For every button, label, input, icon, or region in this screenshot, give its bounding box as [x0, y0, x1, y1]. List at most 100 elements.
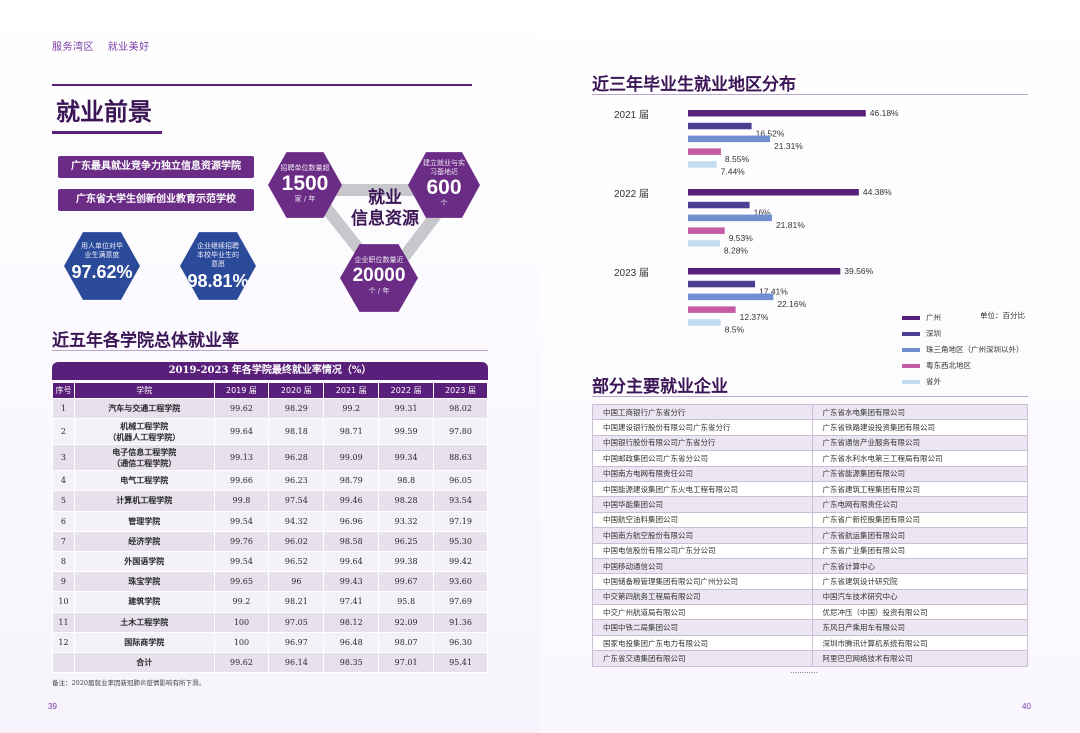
table-row: 3 电子信息工程学院 （通信工程学院） 99.13 96.28 99.09 99.34 88.…	[52, 444, 488, 472]
chart-bar	[688, 161, 717, 168]
stat-satisfaction: 用人单位对毕业生满意度 97.62%	[64, 232, 140, 300]
table-cell: 99.2	[323, 397, 380, 420]
legend-label: 深圳	[926, 329, 941, 338]
chart-value-label: 46.18%	[870, 108, 899, 118]
legend-item: 珠三角地区（广州深圳以外）	[902, 342, 1052, 358]
table-cell: 99.43	[323, 571, 380, 593]
left-page: 服务湾区 就业美好 就业前景 广东最具就业竞争力独立信息资源学院 广东省大学生创…	[0, 0, 540, 733]
table-cell: 88.63	[433, 444, 488, 472]
page-number-left: 39	[48, 702, 57, 711]
chart-bar	[688, 268, 841, 275]
table-cell: 96.52	[268, 550, 325, 573]
table-cell: 7	[52, 530, 75, 552]
nav-item-2: 就业美好	[107, 42, 150, 53]
enterprise-cell: 中国能源建设集团广东火电工程有限公司	[592, 480, 813, 498]
table-cell: 99.62	[213, 397, 270, 420]
enterprise-cell: 广东省建筑设计研究院	[811, 573, 1029, 590]
table-cell: 97.54	[268, 490, 325, 512]
table-total-row: 合计 99.62 96.14 98.35 97.01 95.41	[52, 651, 488, 674]
table-cell: 97.01	[378, 651, 435, 674]
table-cell: 96.96	[323, 510, 380, 532]
page-title: 就业前景	[56, 97, 152, 126]
chart-bar	[688, 201, 750, 209]
table-header-cell: 2023 届	[433, 382, 488, 399]
enterprise-cell: 中国南方电网有限责任公司	[592, 465, 813, 482]
table-row: 6 管理学院 99.54 94.32 96.96 93.32 97.19	[52, 510, 488, 532]
table-title: 2019-2023 年各学院最终就业率情况（%）	[52, 362, 488, 380]
table-row: 4 电气工程学院 99.66 96.23 98.79 98.8 96.05	[52, 470, 488, 492]
legend-label: 粤东西北地区	[926, 361, 971, 370]
enterprise-row: 中国中铁二局集团公司 东风日产乘用车有限公司	[592, 619, 1029, 636]
enterprise-cell: 广东电网有限责任公司	[811, 496, 1029, 513]
table-header-cell: 2021 届	[323, 382, 380, 399]
right-page: 近三年毕业生就业地区分布 2021 届 46.18% 16.52% 21.31% 8.5…	[540, 0, 1080, 733]
college-name-cell: 汽车与交通工程学院	[73, 397, 215, 420]
stat-jobs-label: 企业职位数量近	[354, 256, 404, 264]
table-row: 9 珠宝学院 99.65 96 99.43 99.67 93.60	[52, 571, 488, 593]
legend-item: 深圳	[902, 326, 1052, 342]
enterprise-cell: 中国航空油料集团公司	[592, 511, 813, 529]
stat-jobs: 企业职位数量近 20000 个 / 年	[340, 244, 418, 312]
table-row: 12 国际商学院 100 96.97 96.48 98.07 96.30	[52, 631, 488, 653]
table-cell: 97.80	[433, 418, 488, 446]
enterprise-cell: 广东省通信产业服务有限公司	[811, 434, 1029, 452]
chart-group-label: 2021 届	[614, 109, 649, 121]
table-cell: 97.41	[323, 591, 380, 613]
college-name-cell: 电子信息工程学院 （通信工程学院）	[73, 444, 215, 472]
enterprise-cell: 中国邮政集团公司广东省分公司	[592, 450, 813, 467]
center-line-1: 就业	[368, 188, 402, 208]
chart-bar	[688, 148, 721, 155]
enterprise-cell: 中国华能集团公司	[592, 496, 813, 513]
stat-employers-value: 1500	[281, 172, 329, 195]
enterprise-cell: 中国南方航空股份有限公司	[592, 527, 813, 544]
chart-value-label: 8.5%	[725, 325, 745, 335]
enterprise-cell: 国家电投集团广东电力有限公司	[592, 634, 813, 652]
chart-value-label: 17.41%	[759, 286, 788, 296]
table-cell: 98.71	[323, 418, 380, 446]
enterprise-cell: 中国建设银行股份有限公司广东省分行	[592, 419, 813, 436]
table-cell: 2	[52, 418, 75, 446]
stat-bases-value: 600	[426, 176, 462, 199]
table-cell: 5	[52, 490, 75, 512]
table-cell: 3	[52, 444, 75, 472]
college-name-cell: 机械工程学院 （机器人工程学院）	[73, 418, 215, 446]
legend-item: 省外	[902, 374, 1052, 390]
chart-value-label: 22.16%	[777, 299, 806, 309]
enterprise-row: 中国电信股份有限公司广东分公司 广东省广业集团有限公司	[592, 542, 1029, 559]
triangle-connector	[306, 184, 461, 288]
chart-group-label: 2023 届	[614, 267, 649, 279]
table-cell: 99.8	[213, 490, 270, 512]
enterprise-row: 中国工商银行广东省分行 广东省水电集团有限公司	[592, 403, 1029, 421]
table-cell: 97.69	[433, 591, 488, 613]
table-header-row: 序号 学院 2019 届 2020 届 2021 届 2022 届 2023 届	[52, 382, 488, 399]
table-cell: 100	[213, 611, 270, 633]
chart-value-label: 16.52%	[756, 128, 785, 138]
table-row: 1 汽车与交通工程学院 99.62 98.29 99.2 99.31 98.02	[52, 397, 488, 420]
table-row: 8 外国语学院 99.54 96.52 99.64 99.38 99.42	[52, 550, 488, 573]
enterprise-row: 国家电投集团广东电力有限公司 深圳市腾讯计算机系统有限公司	[592, 634, 1029, 652]
region-chart: 2021 届 46.18% 16.52% 21.31% 8.55% 7.44% 2022 届…	[614, 108, 899, 335]
enterprise-cell: 阿里巴巴网络技术有限公司	[811, 650, 1029, 667]
table-cell: 98.58	[323, 530, 380, 552]
table-row: 2 机械工程学院 （机器人工程学院） 99.64 98.18 98.71 99.59 97.8…	[52, 418, 488, 446]
chart-value-label: 21.31%	[774, 141, 803, 151]
chart-value-label: 21.81%	[776, 220, 805, 230]
stat-employers: 招聘单位数量超 1500 家 / 年	[268, 152, 342, 218]
enterprise-row: 中国移动通信公司 广东省计算中心	[592, 557, 1029, 575]
table-cell: 99.38	[378, 550, 435, 573]
legend-item: 广州	[902, 310, 1052, 326]
table-row: 10 建筑学院 99.2 98.21 97.41 95.8 97.69	[52, 591, 488, 613]
enterprise-cell: 中国中铁二局集团公司	[592, 619, 813, 636]
table-cell: 6	[52, 510, 75, 532]
chart-bar	[688, 319, 721, 326]
table-cell: 1	[52, 397, 75, 420]
table-cell: 96.25	[378, 530, 435, 552]
stat-willingness: 企业继续招聘本校毕业生的意愿 98.81%	[180, 232, 256, 300]
table-cell: 99.2	[213, 591, 270, 613]
table-cell: 95.30	[433, 530, 488, 552]
table-header-cell: 学院	[73, 382, 215, 399]
table-cell: 94.32	[268, 510, 325, 532]
enterprise-cell: 广东省建筑工程集团有限公司	[811, 480, 1029, 498]
table-cell	[52, 651, 75, 674]
enterprise-cell: 中国移动通信公司	[592, 557, 813, 575]
